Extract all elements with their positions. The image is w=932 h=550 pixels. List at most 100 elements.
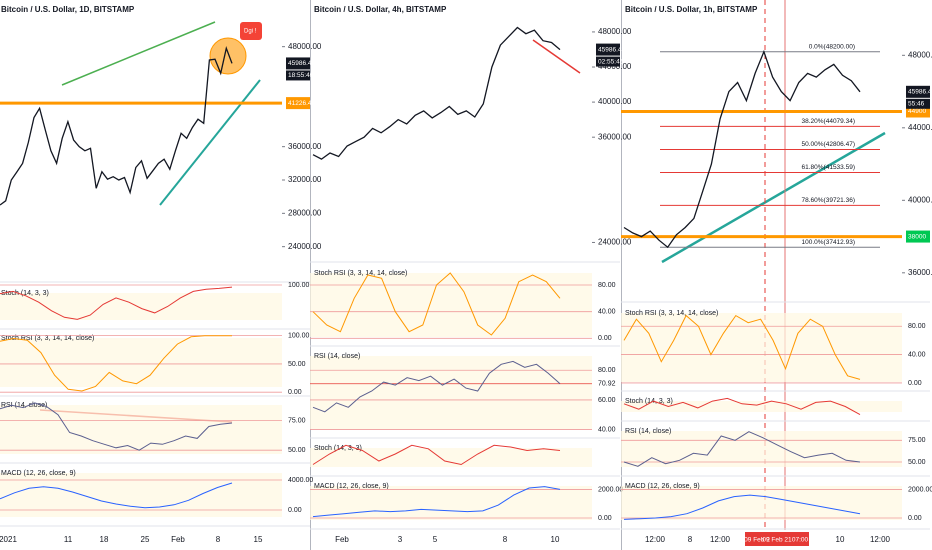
pane-tick-label: 0.00 (908, 515, 922, 522)
indicator-line (623, 431, 861, 467)
pane-tick-label: 0.00 (288, 389, 302, 396)
osc-band (310, 486, 592, 520)
pane-label: Stoch RSI (3, 3, 14, 14, close) (1, 335, 94, 342)
price-tag-label: 45986.43 (598, 46, 625, 53)
pane-label: RSI (14, close) (1, 402, 47, 409)
price-tick-label: 44000.00 (598, 62, 632, 71)
price-tick-label: 36000.00 (908, 268, 932, 277)
indicator-line (623, 397, 861, 416)
indicator-line (0, 286, 233, 320)
pane-label: MACD (12, 26, close, 9) (314, 483, 389, 490)
pane-label: RSI (14, close) (625, 428, 671, 435)
indicator-line (0, 482, 233, 509)
pane-tick-label: 40.00 (598, 426, 616, 433)
pane-label: Stoch RSI (3, 3, 14, 14, close) (314, 270, 407, 277)
price-tag-label: 45986.43 (908, 89, 932, 96)
countdown-tag (286, 70, 310, 81)
time-label: 3 (398, 535, 403, 544)
fib-label: 38.20%(44079.34) (802, 118, 856, 125)
pane-tick-label: 80.00 (598, 282, 616, 289)
time-label: 12:00 (645, 535, 666, 544)
time-label: 8 (216, 535, 221, 544)
pane-tick-label: 80.00 (908, 323, 926, 330)
countdown: 02:55:46 (598, 58, 624, 65)
indicator-line (312, 360, 561, 413)
pane-tick-label: 0.00 (598, 335, 612, 342)
pane-label: MACD (12, 26, close, 9) (625, 483, 700, 490)
osc-band (310, 448, 592, 467)
pane-tick-label: 2000.00 (908, 486, 932, 493)
indicator-line (623, 494, 861, 520)
time-label: 5 (433, 535, 438, 544)
time-label: Feb (171, 535, 185, 544)
panel-title: Bitcoin / U.S. Dollar, 4h, BITSTAMP (314, 5, 447, 14)
panel-title: Bitcoin / U.S. Dollar, 1D, BITSTAMP (1, 5, 135, 14)
trend-arrow (661, 131, 886, 264)
time-label: 11 (64, 535, 73, 544)
indicator-line (312, 486, 561, 518)
price-tag (906, 230, 930, 243)
time-label: 09 Feb 2 (744, 537, 770, 544)
price-tag-label: 38000 (908, 233, 926, 240)
price-line (623, 49, 861, 249)
pane-tick-label: 75.00 (288, 417, 306, 424)
price-tick-label: 36000.00 (288, 142, 322, 151)
pane-tick-label: 2000.00 (598, 486, 623, 493)
fib-label: 0.0%(48200.00) (809, 43, 855, 50)
time-label: 10 (551, 535, 560, 544)
pane-tick-label: 40.00 (908, 351, 926, 358)
countdown: 18:55:46 (288, 72, 314, 79)
osc-band (310, 273, 592, 337)
time-label: Feb (335, 535, 349, 544)
price-tick-label: 48000.00 (598, 27, 632, 36)
osc-band (0, 405, 282, 454)
pane-tick-label: 0.00 (908, 380, 922, 387)
price-line (312, 26, 561, 160)
indicator-line (312, 272, 561, 336)
annotation: Dgi ! (244, 29, 257, 35)
time-label: 8 (503, 535, 508, 544)
price-tag (286, 97, 310, 110)
highlight-circle (209, 37, 247, 75)
time-label: 12:00 (710, 535, 731, 544)
osc-band (0, 338, 282, 387)
time-label: 2021 (0, 535, 17, 544)
pane-label: Stoch (14, 3, 3) (1, 290, 49, 297)
pane-tick-label: 40.00 (598, 309, 616, 316)
time-label: 07:00 (792, 537, 809, 544)
countdown: 55:46 (908, 101, 925, 108)
indicator-line (0, 335, 232, 392)
time-label: 8 (688, 535, 693, 544)
osc-band (621, 313, 902, 382)
price-tick-label: 32000.00 (288, 175, 322, 184)
pane-label: RSI (14, close) (314, 353, 360, 360)
pane-tick-label: 60.00 (598, 397, 616, 404)
trend-arrow (532, 39, 581, 74)
indicator-line (0, 402, 233, 451)
indicator-line (623, 314, 861, 380)
pane-label: MACD (12, 26, close, 9) (1, 470, 76, 477)
time-label: 10 (836, 535, 845, 544)
fib-label: 50.00%(42806.47) (802, 141, 856, 148)
time-label: 12:00 (870, 535, 891, 544)
price-tick-label: 44000.00 (908, 123, 932, 132)
trend-arrow (61, 21, 216, 86)
time-label: 18 (100, 535, 109, 544)
price-tick-label: 24000.00 (598, 238, 632, 247)
indicator-line (312, 444, 561, 466)
countdown-tag (906, 98, 930, 109)
price-tag-label: 44900 (908, 108, 926, 115)
pane-tick-label: 80.00 (598, 367, 616, 374)
pane-tick-label: 50.00 (288, 361, 306, 368)
price-line (0, 46, 233, 206)
fib-label: 61.80%(41533.59) (802, 164, 856, 171)
price-tick-label: 28000.00 (288, 208, 322, 217)
panel-title: Bitcoin / U.S. Dollar, 1h, BITSTAMP (625, 5, 758, 14)
pane-tick-label: 4000.00 (288, 477, 313, 484)
price-tag-label: 45986.43 (288, 60, 315, 67)
pane-label: Stoch RSI (3, 3, 14, 14, close) (625, 310, 718, 317)
pane-tick-label: 0.00 (598, 515, 612, 522)
pane-tick-label: 70.92 (598, 381, 616, 388)
pane-tick-label: 50.00 (908, 459, 926, 466)
